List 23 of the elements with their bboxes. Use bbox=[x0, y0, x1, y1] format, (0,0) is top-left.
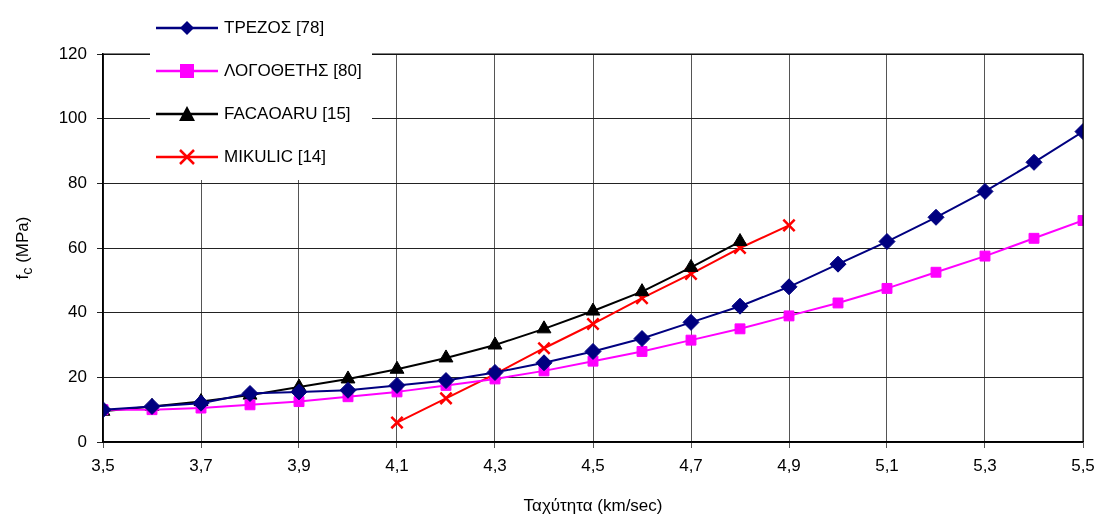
legend-label: MIKULIC [14] bbox=[224, 146, 327, 167]
legend-label: ΤΡΕΖΟΣ [78] bbox=[224, 17, 325, 38]
x-tick-label: 4,3 bbox=[483, 455, 507, 475]
y-tick-label: 120 bbox=[58, 43, 87, 63]
y-tick-label: 0 bbox=[77, 431, 87, 451]
x-tick-label: 3,5 bbox=[91, 455, 115, 475]
x-tick-label: 4,7 bbox=[679, 455, 703, 475]
x-tick-label: 3,9 bbox=[287, 455, 311, 475]
x-tick-label: 4,1 bbox=[385, 455, 409, 475]
y-tick-label: 40 bbox=[68, 302, 87, 322]
x-axis-title: Ταχύτητα (km/sec) bbox=[523, 496, 663, 516]
y-tick-label: 100 bbox=[58, 108, 87, 128]
legend-label: ΛΟΓΟΘΕΤΗΣ [80] bbox=[224, 60, 362, 81]
x-tick-label: 4,5 bbox=[581, 455, 605, 475]
y-tick-label: 60 bbox=[68, 237, 87, 257]
x-tick-label: 5,1 bbox=[875, 455, 899, 475]
x-tick-label: 3,7 bbox=[189, 455, 213, 475]
y-tick-label: 20 bbox=[68, 367, 87, 387]
x-tick-label: 4,9 bbox=[777, 455, 801, 475]
y-tick-label: 80 bbox=[68, 173, 87, 193]
legend-label: FACAOARU [15] bbox=[224, 103, 351, 124]
x-tick-label: 5,3 bbox=[973, 455, 997, 475]
x-tick-label: 5,5 bbox=[1071, 455, 1095, 475]
